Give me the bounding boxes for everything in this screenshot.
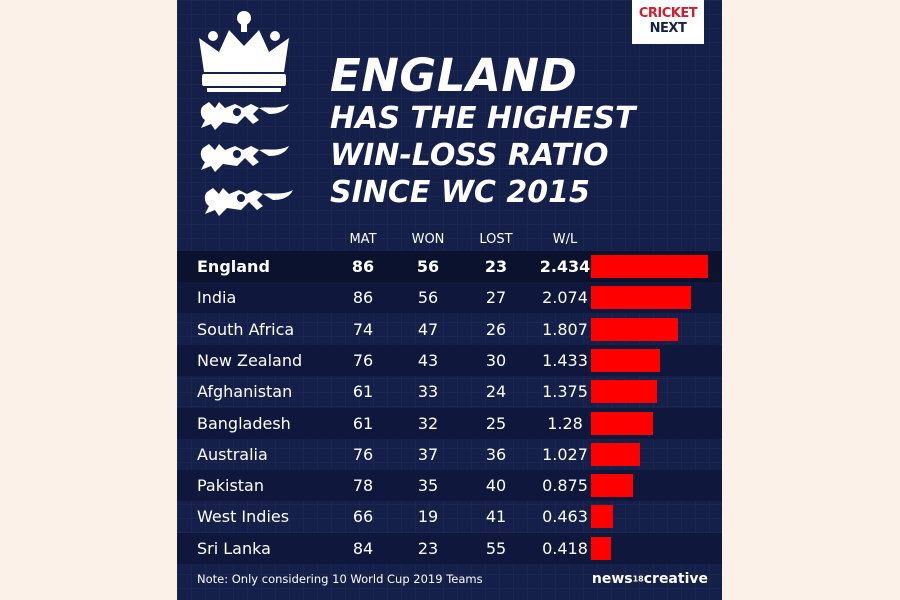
cell-team: England: [197, 257, 270, 276]
cell-team: Australia: [197, 444, 268, 464]
cell-team: South Africa: [197, 319, 295, 339]
table-row: India 86 56 27 2.074: [177, 282, 722, 314]
table-row: Sri Lanka 84 23 55 0.418: [177, 532, 722, 564]
cell-mat: 74: [352, 319, 374, 339]
table-row: South Africa 74 47 26 1.807: [177, 314, 722, 345]
cell-mat: 86: [351, 257, 375, 276]
cell-wl: 1.027: [542, 444, 588, 464]
wl-bar: [591, 317, 678, 341]
cell-won: 37: [417, 444, 439, 464]
headline-line1: ENGLAND: [330, 49, 578, 102]
cell-lost: 30: [485, 350, 507, 370]
cell-team: New Zealand: [197, 350, 303, 370]
headline-line3: WIN-LOSS RATIO: [330, 138, 609, 173]
cell-wl: 1.375: [542, 382, 588, 402]
cell-lost: 25: [485, 413, 507, 433]
headline-line2: HAS THE HIGHEST: [330, 101, 636, 136]
cell-won: 56: [416, 257, 440, 276]
wl-bar: [591, 536, 611, 560]
headline-line4: SINCE WC 2015: [330, 175, 590, 210]
wl-bar: [591, 474, 633, 498]
cell-team: Afghanistan: [197, 382, 293, 402]
header-won: WON: [411, 232, 445, 247]
cell-lost: 24: [485, 382, 507, 402]
cell-wl: 2.074: [542, 288, 588, 308]
wl-bar: [591, 411, 653, 435]
cell-mat: 61: [352, 413, 374, 433]
brand-number: 18: [632, 574, 644, 584]
cell-wl: 0.418: [542, 538, 588, 558]
cell-team: Sri Lanka: [197, 538, 271, 558]
cell-mat: 66: [352, 507, 374, 527]
cell-lost: 26: [485, 319, 507, 339]
cell-lost: 27: [485, 288, 507, 308]
wl-bar: [591, 348, 660, 372]
cell-mat: 78: [352, 476, 374, 496]
cell-wl: 1.28: [547, 413, 583, 433]
cell-won: 32: [417, 413, 439, 433]
logo-line2: NEXT: [649, 21, 687, 36]
table-row: Pakistan 78 35 40 0.875: [177, 470, 722, 502]
wl-bar: [591, 505, 613, 529]
wl-bar: [591, 255, 708, 278]
footnote: Note: Only considering 10 World Cup 2019…: [197, 572, 483, 586]
headline: ENGLAND HAS THE HIGHEST WIN-LOSS RATIO S…: [330, 52, 635, 211]
cell-wl: 2.434: [539, 257, 591, 276]
table-row: New Zealand 76 43 30 1.433: [177, 344, 722, 376]
brand-prefix: news: [591, 571, 633, 587]
cell-won: 56: [417, 288, 439, 308]
cell-won: 19: [417, 507, 439, 527]
header-lost: LOST: [479, 232, 513, 247]
news18-creative-brand: news18creative: [592, 571, 708, 587]
cell-wl: 0.463: [542, 507, 588, 527]
cell-lost: 23: [484, 257, 508, 276]
table-row: West Indies 66 19 41 0.463: [177, 501, 722, 532]
cell-team: Bangladesh: [197, 413, 291, 433]
table-row: Australia 76 37 36 1.027: [177, 439, 722, 470]
brand-word: creative: [643, 571, 708, 587]
cell-mat: 61: [352, 382, 374, 402]
wl-bar: [591, 286, 691, 310]
cell-wl: 0.875: [542, 476, 588, 496]
cell-won: 35: [417, 476, 439, 496]
header-mat: MAT: [349, 232, 377, 247]
cell-wl: 1.807: [542, 319, 588, 339]
cell-lost: 55: [485, 538, 507, 558]
header-wl: W/L: [552, 232, 578, 247]
cell-won: 23: [417, 538, 439, 558]
infographic-card: CRICKET NEXT ENGLAND HAS THE HIGHEST WIN…: [177, 0, 722, 600]
cell-team: Pakistan: [197, 476, 264, 496]
cell-team: West Indies: [197, 507, 290, 527]
cell-mat: 76: [352, 444, 374, 464]
table-row: Bangladesh 61 32 25 1.28: [177, 407, 722, 439]
cell-mat: 84: [352, 538, 374, 558]
table-row: England 86 56 23 2.434: [177, 251, 722, 282]
cell-wl: 1.433: [542, 350, 588, 370]
wl-bar: [591, 442, 640, 466]
cell-lost: 41: [485, 507, 507, 527]
cell-mat: 86: [352, 288, 374, 308]
cell-lost: 36: [485, 444, 507, 464]
cell-team: India: [197, 288, 237, 308]
cell-lost: 40: [485, 476, 507, 496]
three-lions-crest-icon: [199, 11, 293, 216]
cell-mat: 76: [352, 350, 374, 370]
cell-won: 33: [417, 382, 439, 402]
cell-won: 47: [417, 319, 439, 339]
logo-line1: CRICKET: [638, 6, 698, 21]
cricketnext-logo: CRICKET NEXT: [632, 0, 704, 44]
table-row: Afghanistan 61 33 24 1.375: [177, 376, 722, 407]
cell-won: 43: [417, 350, 439, 370]
wl-bar: [591, 380, 657, 404]
